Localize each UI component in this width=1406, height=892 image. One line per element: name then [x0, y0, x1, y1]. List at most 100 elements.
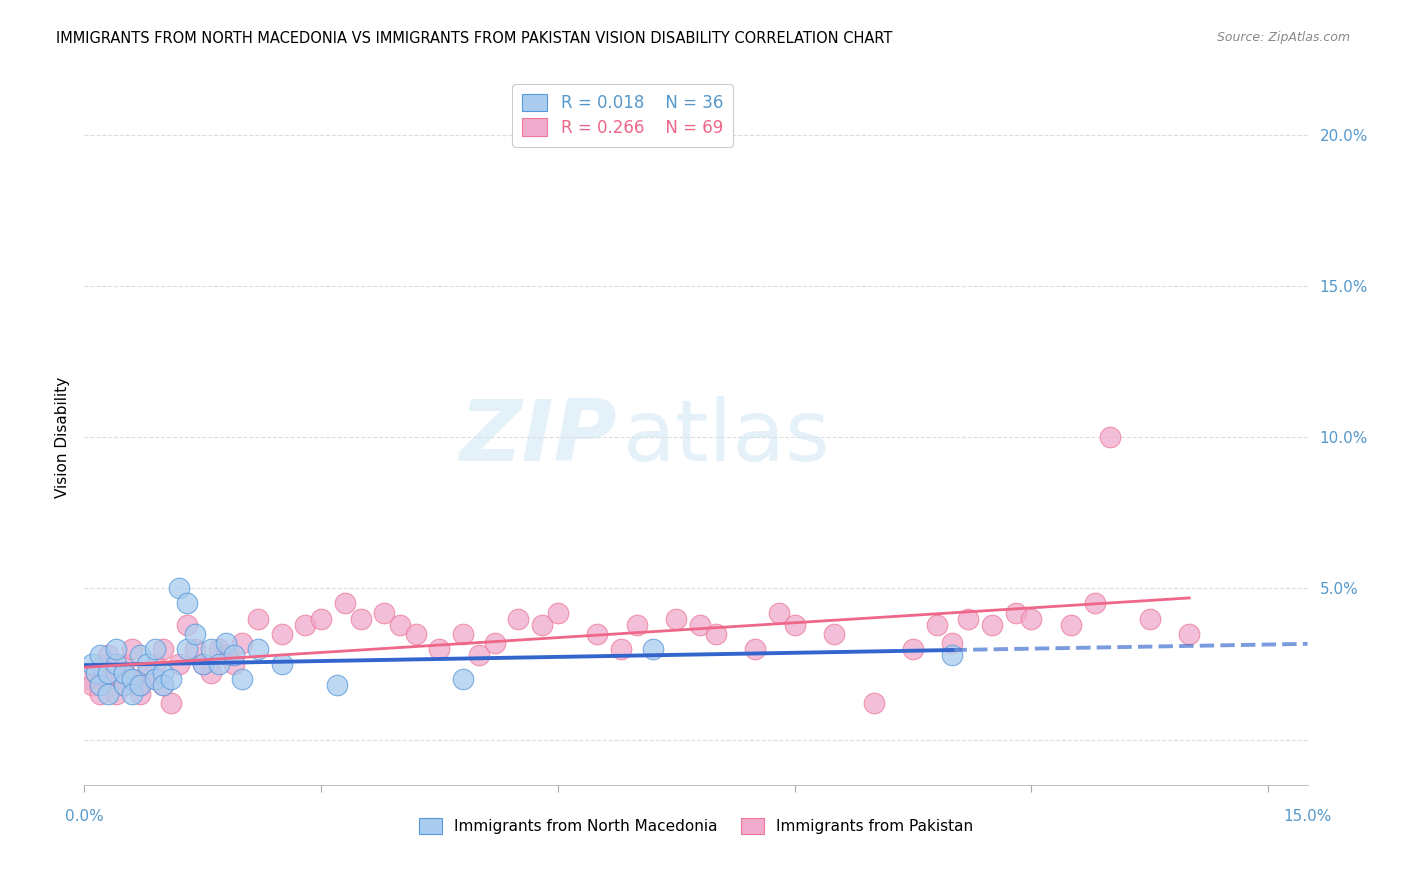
- Point: [145, 641, 167, 656]
- Point: [1083, 597, 1105, 611]
- Point: [152, 678, 174, 692]
- Point: [246, 611, 269, 625]
- Point: [112, 657, 135, 671]
- Point: [215, 636, 238, 650]
- Point: [224, 657, 246, 671]
- Point: [941, 636, 963, 650]
- Point: [665, 611, 688, 625]
- Point: [768, 606, 790, 620]
- Point: [641, 641, 664, 656]
- Point: [405, 626, 427, 640]
- Point: [1099, 430, 1122, 444]
- Point: [373, 606, 395, 620]
- Point: [104, 666, 127, 681]
- Point: [104, 657, 127, 671]
- Point: [333, 597, 356, 611]
- Text: atlas: atlas: [623, 395, 831, 479]
- Point: [1178, 626, 1201, 640]
- Point: [152, 678, 174, 692]
- Point: [145, 672, 167, 686]
- Point: [97, 648, 120, 662]
- Point: [451, 626, 474, 640]
- Point: [941, 648, 963, 662]
- Legend: Immigrants from North Macedonia, Immigrants from Pakistan: Immigrants from North Macedonia, Immigra…: [413, 812, 979, 840]
- Point: [957, 611, 980, 625]
- Point: [97, 666, 120, 681]
- Point: [160, 672, 183, 686]
- Point: [167, 582, 190, 596]
- Point: [176, 641, 198, 656]
- Point: [184, 641, 207, 656]
- Point: [84, 666, 107, 681]
- Point: [112, 678, 135, 692]
- Point: [89, 678, 111, 692]
- Point: [112, 666, 135, 681]
- Point: [586, 626, 609, 640]
- Point: [1004, 606, 1026, 620]
- Point: [104, 641, 127, 656]
- Point: [531, 617, 554, 632]
- Point: [176, 597, 198, 611]
- Point: [508, 611, 530, 625]
- Point: [93, 657, 115, 671]
- Point: [1060, 617, 1083, 632]
- Point: [224, 648, 246, 662]
- Point: [152, 666, 174, 681]
- Point: [97, 672, 120, 686]
- Point: [349, 611, 371, 625]
- Point: [783, 617, 806, 632]
- Text: ZIP: ZIP: [458, 395, 616, 479]
- Point: [246, 641, 269, 656]
- Point: [610, 641, 633, 656]
- Point: [121, 672, 143, 686]
- Point: [309, 611, 332, 625]
- Point: [626, 617, 648, 632]
- Point: [823, 626, 845, 640]
- Point: [89, 648, 111, 662]
- Point: [980, 617, 1002, 632]
- Point: [925, 617, 948, 632]
- Point: [270, 657, 292, 671]
- Point: [112, 678, 135, 692]
- Point: [82, 678, 104, 692]
- Point: [89, 687, 111, 701]
- Point: [136, 666, 159, 681]
- Text: Source: ZipAtlas.com: Source: ZipAtlas.com: [1216, 31, 1350, 45]
- Point: [451, 672, 474, 686]
- Point: [77, 672, 100, 686]
- Point: [128, 678, 150, 692]
- Point: [176, 617, 198, 632]
- Point: [389, 617, 412, 632]
- Point: [145, 672, 167, 686]
- Point: [215, 648, 238, 662]
- Point: [200, 641, 222, 656]
- Point: [429, 641, 451, 656]
- Text: IMMIGRANTS FROM NORTH MACEDONIA VS IMMIGRANTS FROM PAKISTAN VISION DISABILITY CO: IMMIGRANTS FROM NORTH MACEDONIA VS IMMIG…: [56, 31, 893, 46]
- Point: [160, 696, 183, 710]
- Point: [191, 657, 214, 671]
- Y-axis label: Vision Disability: Vision Disability: [55, 376, 70, 498]
- Point: [207, 641, 229, 656]
- Point: [1021, 611, 1043, 625]
- Text: 0.0%: 0.0%: [65, 809, 104, 823]
- Point: [104, 687, 127, 701]
- Point: [128, 687, 150, 701]
- Point: [231, 636, 253, 650]
- Point: [901, 641, 924, 656]
- Point: [294, 617, 316, 632]
- Point: [121, 641, 143, 656]
- Point: [191, 657, 214, 671]
- Point: [862, 696, 884, 710]
- Point: [152, 641, 174, 656]
- Point: [547, 606, 569, 620]
- Point: [121, 687, 143, 701]
- Point: [744, 641, 766, 656]
- Point: [128, 678, 150, 692]
- Text: 15.0%: 15.0%: [1284, 809, 1331, 823]
- Point: [689, 617, 711, 632]
- Point: [145, 657, 167, 671]
- Point: [82, 657, 104, 671]
- Point: [84, 666, 107, 681]
- Point: [1139, 611, 1161, 625]
- Point: [231, 672, 253, 686]
